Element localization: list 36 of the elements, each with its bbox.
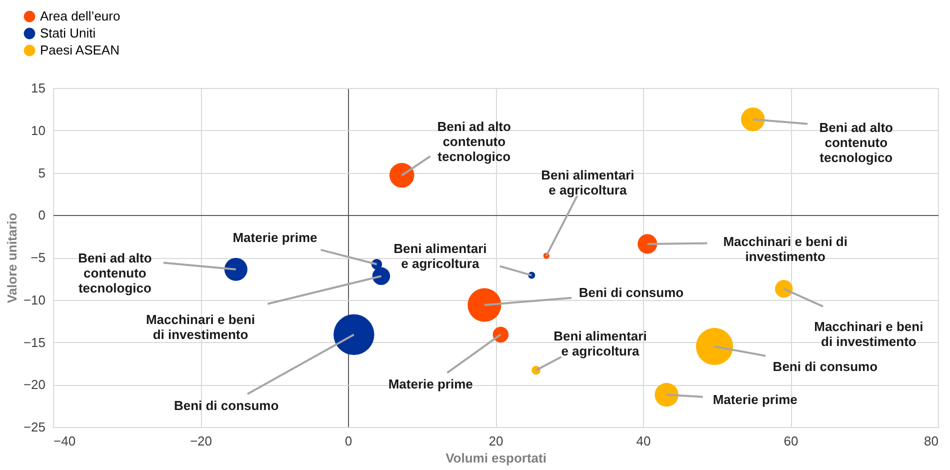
annotation: Macchinari e beni di investimento	[723, 234, 848, 264]
y-tick-label: −5	[30, 250, 46, 265]
annotation: Macchinari e beni di investimento	[146, 312, 256, 342]
y-tick-label: −10	[23, 292, 46, 308]
annotation: Materie prime	[712, 392, 798, 407]
legend-label: Area dell’euro	[40, 8, 120, 24]
annotation: Beni alimentari e agricoltura	[541, 167, 634, 198]
x-tick-label: 80	[924, 434, 938, 448]
y-tick-label: 0	[38, 208, 46, 223]
annotation: Beni ad alto contenuto tecnologico	[819, 120, 894, 165]
annotation: Beni di consumo	[578, 285, 684, 300]
annotation: Beni alimentari e agricoltura	[554, 328, 647, 358]
x-tick-label: −40	[54, 434, 76, 448]
annotation: Materie prime	[388, 376, 473, 392]
legend-label: Paesi ASEAN	[40, 42, 120, 58]
annotation: Macchinari e beni di investimento	[814, 318, 924, 349]
x-tick-label: −20	[190, 434, 212, 448]
annotation: Beni di consumo	[174, 398, 279, 413]
x-tick-label: 60	[784, 434, 798, 448]
annotation: Beni ad alto contenuto tecnologico	[437, 118, 512, 164]
x-tick-label: 0	[344, 434, 352, 448]
x-tick-label: 40	[636, 434, 651, 448]
y-axis-title: Valore unitario	[4, 212, 20, 304]
y-tick-label: 5	[38, 165, 46, 180]
y-tick-label: 15	[31, 80, 46, 96]
y-tick-label: 10	[31, 122, 46, 138]
annotation: Beni ad alto contenuto tecnologico	[78, 250, 152, 296]
y-tick-label: −20	[23, 377, 46, 392]
y-tick-label: −25	[23, 420, 46, 434]
x-axis-title: Volumi esportati	[446, 450, 546, 466]
annotation: Materie prime	[232, 230, 318, 246]
annotation: Beni di consumo	[772, 358, 878, 374]
x-tick-label: 20	[488, 434, 504, 448]
y-tick-label: −15	[23, 334, 46, 350]
legend-label: Stati Uniti	[40, 26, 96, 40]
annotation: Beni alimentari e agricoltura	[394, 241, 487, 272]
